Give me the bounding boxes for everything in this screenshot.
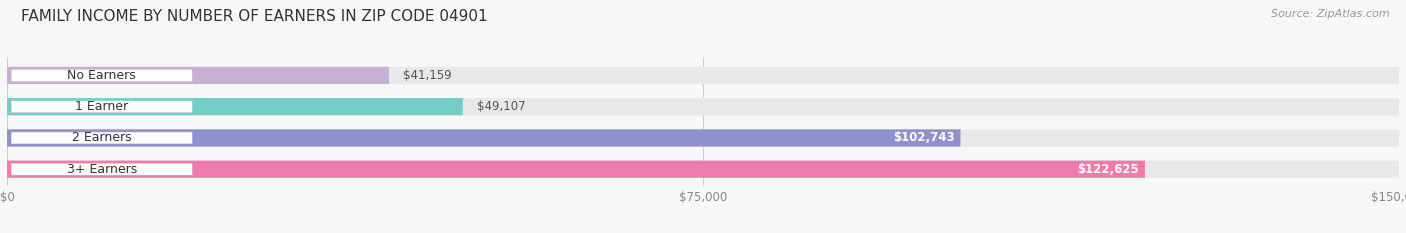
Text: 2 Earners: 2 Earners <box>72 131 132 144</box>
Text: $41,159: $41,159 <box>404 69 451 82</box>
FancyBboxPatch shape <box>11 163 193 175</box>
Text: No Earners: No Earners <box>67 69 136 82</box>
FancyBboxPatch shape <box>7 67 1399 84</box>
FancyBboxPatch shape <box>7 129 960 147</box>
Text: FAMILY INCOME BY NUMBER OF EARNERS IN ZIP CODE 04901: FAMILY INCOME BY NUMBER OF EARNERS IN ZI… <box>21 9 488 24</box>
Text: 1 Earner: 1 Earner <box>75 100 128 113</box>
FancyBboxPatch shape <box>7 98 1399 115</box>
FancyBboxPatch shape <box>7 98 463 115</box>
Text: 3+ Earners: 3+ Earners <box>66 163 136 176</box>
Text: Source: ZipAtlas.com: Source: ZipAtlas.com <box>1271 9 1389 19</box>
FancyBboxPatch shape <box>11 132 193 144</box>
Text: $102,743: $102,743 <box>893 131 955 144</box>
FancyBboxPatch shape <box>11 70 193 81</box>
FancyBboxPatch shape <box>7 67 389 84</box>
Text: $49,107: $49,107 <box>477 100 526 113</box>
FancyBboxPatch shape <box>7 129 1399 147</box>
FancyBboxPatch shape <box>7 161 1144 178</box>
FancyBboxPatch shape <box>11 101 193 113</box>
Text: $122,625: $122,625 <box>1077 163 1139 176</box>
FancyBboxPatch shape <box>7 161 1399 178</box>
